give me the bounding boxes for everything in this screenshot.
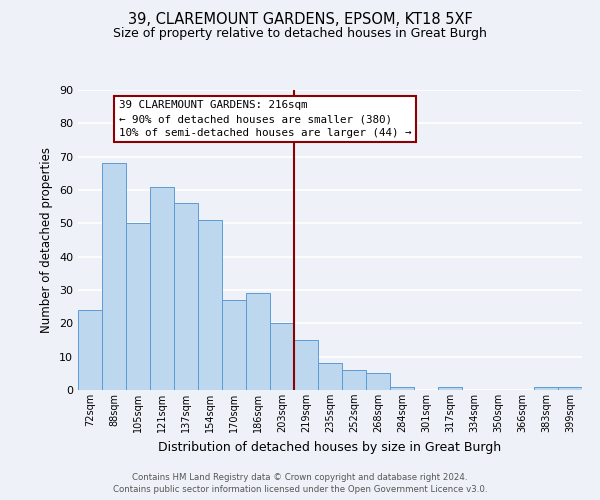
Text: Contains HM Land Registry data © Crown copyright and database right 2024.: Contains HM Land Registry data © Crown c…	[132, 474, 468, 482]
Y-axis label: Number of detached properties: Number of detached properties	[40, 147, 53, 333]
Bar	[294, 340, 318, 390]
Bar	[270, 324, 294, 390]
Bar	[390, 386, 414, 390]
Bar	[366, 374, 390, 390]
Bar	[318, 364, 342, 390]
Bar	[126, 224, 150, 390]
Bar	[198, 220, 222, 390]
Bar	[150, 186, 174, 390]
Bar	[342, 370, 366, 390]
Bar	[438, 386, 462, 390]
Bar	[534, 386, 558, 390]
Bar	[174, 204, 198, 390]
Bar	[102, 164, 126, 390]
Text: 39, CLAREMOUNT GARDENS, EPSOM, KT18 5XF: 39, CLAREMOUNT GARDENS, EPSOM, KT18 5XF	[128, 12, 472, 28]
Bar	[246, 294, 270, 390]
Text: 39 CLAREMOUNT GARDENS: 216sqm
← 90% of detached houses are smaller (380)
10% of : 39 CLAREMOUNT GARDENS: 216sqm ← 90% of d…	[119, 100, 412, 138]
Bar	[222, 300, 246, 390]
Bar	[78, 310, 102, 390]
Text: Size of property relative to detached houses in Great Burgh: Size of property relative to detached ho…	[113, 28, 487, 40]
Text: Contains public sector information licensed under the Open Government Licence v3: Contains public sector information licen…	[113, 485, 487, 494]
Bar	[558, 386, 582, 390]
X-axis label: Distribution of detached houses by size in Great Burgh: Distribution of detached houses by size …	[158, 440, 502, 454]
